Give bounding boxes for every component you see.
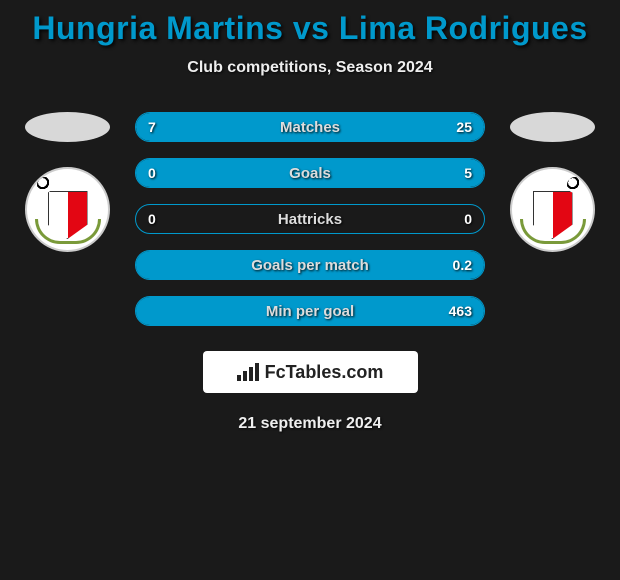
stat-row: 0 Hattricks 0	[135, 204, 485, 234]
soccer-ball-icon	[567, 177, 583, 193]
stat-value-right: 0.2	[453, 257, 472, 273]
subtitle: Club competitions, Season 2024	[0, 59, 620, 77]
player-left-silhouette	[25, 112, 110, 142]
stat-label: Matches	[280, 119, 340, 136]
page-title: Hungria Martins vs Lima Rodrigues	[0, 10, 620, 47]
content-row: 7 Matches 25 0 Goals 5 0 Hattricks 0 Goals per ma…	[0, 112, 620, 326]
soccer-ball-icon	[37, 177, 53, 193]
stat-value-right: 5	[464, 165, 472, 181]
stat-row: 0 Goals 5	[135, 158, 485, 188]
stat-label: Hattricks	[278, 211, 342, 228]
brand-text: FcTables.com	[265, 362, 384, 383]
stat-row: Min per goal 463	[135, 296, 485, 326]
stat-label: Goals	[289, 165, 331, 182]
player-right-silhouette	[510, 112, 595, 142]
player-right-column	[505, 112, 600, 252]
stat-label: Min per goal	[266, 303, 354, 320]
stat-value-right: 25	[456, 119, 472, 135]
stat-row: 7 Matches 25	[135, 112, 485, 142]
player-right-club-badge	[510, 167, 595, 252]
stat-value-left: 0	[148, 165, 156, 181]
footer-date: 21 september 2024	[0, 415, 620, 433]
stat-value-left: 0	[148, 211, 156, 227]
stat-fill-right	[213, 113, 484, 141]
stat-row: Goals per match 0.2	[135, 250, 485, 280]
stat-value-right: 463	[449, 303, 472, 319]
bar-chart-icon	[237, 363, 259, 381]
player-left-club-badge	[25, 167, 110, 252]
stat-value-right: 0	[464, 211, 472, 227]
stat-label: Goals per match	[251, 257, 369, 274]
brand-badge[interactable]: FcTables.com	[203, 351, 418, 393]
player-left-column	[20, 112, 115, 252]
stat-value-left: 7	[148, 119, 156, 135]
stats-list: 7 Matches 25 0 Goals 5 0 Hattricks 0 Goals per ma…	[135, 112, 485, 326]
comparison-card: Hungria Martins vs Lima Rodrigues Club c…	[0, 0, 620, 443]
